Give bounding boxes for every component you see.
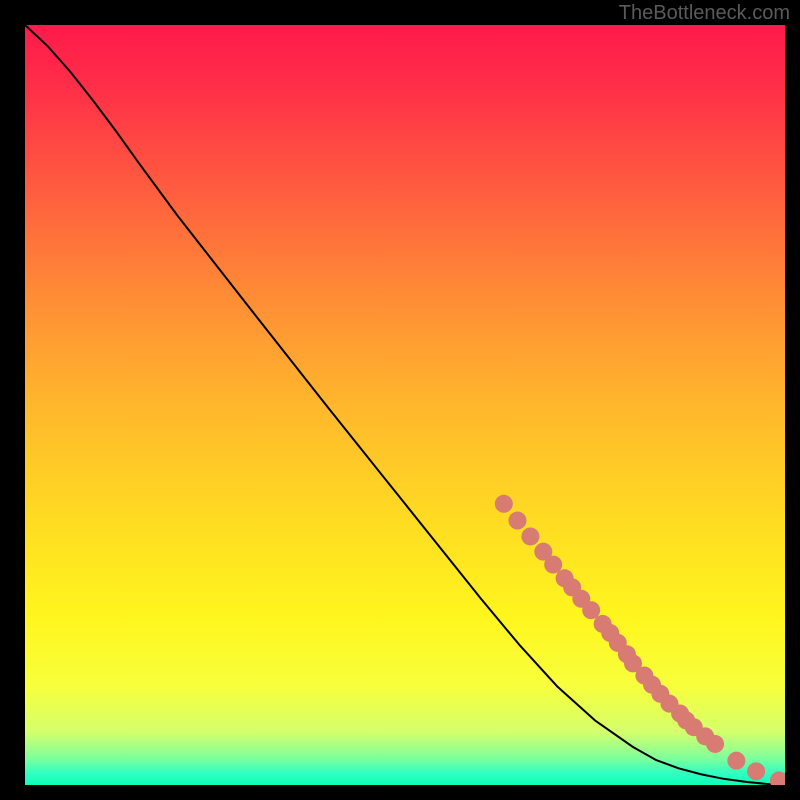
chart-background xyxy=(25,25,785,785)
chart-marker xyxy=(727,752,745,770)
chart-marker xyxy=(495,495,513,513)
chart-marker xyxy=(706,735,724,753)
chart-marker xyxy=(521,527,539,545)
chart-marker xyxy=(747,762,765,780)
chart-plot-area xyxy=(25,25,785,785)
chart-marker xyxy=(508,512,526,530)
chart-svg xyxy=(25,25,785,785)
watermark-text: TheBottleneck.com xyxy=(619,2,790,25)
